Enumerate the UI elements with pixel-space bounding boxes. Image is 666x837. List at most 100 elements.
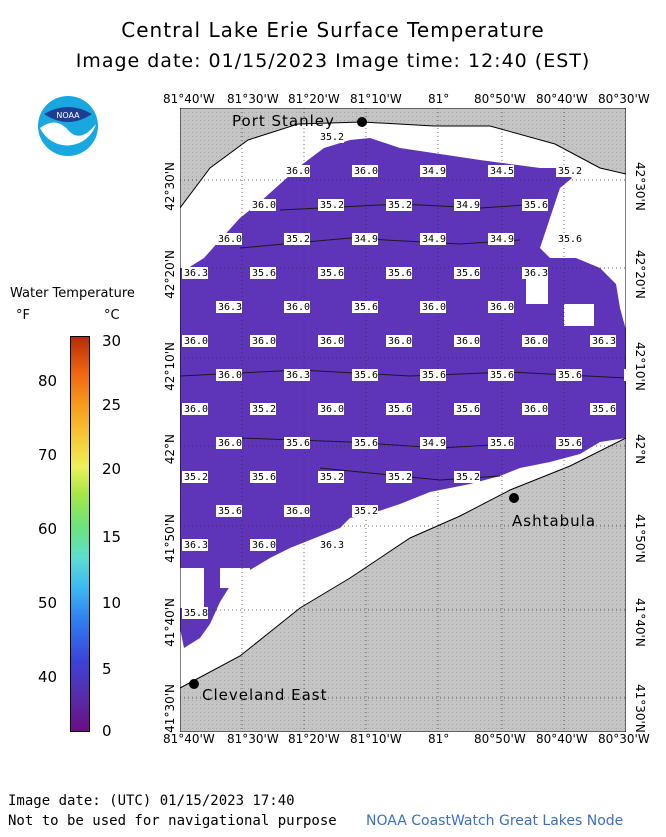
svg-text:36.0: 36.0 <box>320 404 344 415</box>
svg-text:34.9: 34.9 <box>490 234 514 245</box>
svg-text:36.0: 36.0 <box>286 506 310 517</box>
temperature-label: 34.5 <box>488 165 514 177</box>
svg-text:35.2: 35.2 <box>354 506 378 517</box>
svg-text:36.3: 36.3 <box>184 268 208 279</box>
temperature-label: 35.2 <box>318 471 344 483</box>
svg-text:36.0: 36.0 <box>524 404 548 415</box>
svg-text:35.6: 35.6 <box>422 370 446 381</box>
svg-text:35.6: 35.6 <box>388 404 412 415</box>
svg-text:36.0: 36.0 <box>184 336 208 347</box>
lat-label-left: 42°20'N <box>163 250 177 299</box>
svg-text:35.6: 35.6 <box>524 200 548 211</box>
temperature-label: 35.6 <box>556 437 582 449</box>
svg-text:35.2: 35.2 <box>456 472 480 483</box>
temperature-label: 35.6 <box>250 471 276 483</box>
graticule <box>180 108 626 732</box>
footer-credit: NOAA CoastWatch Great Lakes Node <box>366 813 624 829</box>
svg-text:36.0: 36.0 <box>218 370 242 381</box>
temperature-label: 36.0 <box>386 335 412 347</box>
svg-text:36.3: 36.3 <box>286 370 310 381</box>
f-tick: 40 <box>38 668 58 686</box>
svg-text:36.3: 36.3 <box>524 268 548 279</box>
lon-label-bottom: 80°50'W <box>474 732 526 746</box>
svg-text:35.6: 35.6 <box>456 268 480 279</box>
lat-label-right: 42°N <box>633 434 647 465</box>
c-tick: 15 <box>102 528 122 546</box>
temperature-label: 34.9 <box>420 165 446 177</box>
svg-text:34.9: 34.9 <box>456 200 480 211</box>
f-tick: 70 <box>38 446 58 464</box>
temperature-labels: 35.2 36.0 36.0 34.9 34.5 35.2 36.0 35.2 35.2 34.9… <box>182 131 626 619</box>
temperature-label: 36.0 <box>250 539 276 551</box>
lon-label-top: 81°30'W <box>227 92 279 106</box>
svg-text:35.6: 35.6 <box>490 370 514 381</box>
lat-label-right: 42°10'N <box>633 342 647 391</box>
svg-text:35.6: 35.6 <box>456 404 480 415</box>
temperature-label: 35.6 <box>590 403 616 415</box>
temperature-label: 36.3 <box>284 369 310 381</box>
temperature-label: 35.2 <box>182 471 208 483</box>
temperature-label: 35.2 <box>352 505 378 517</box>
temperature-label: 35.2 <box>284 233 310 245</box>
temperature-label: 36.0 <box>182 403 208 415</box>
lon-label-bottom: 81° <box>428 732 450 746</box>
city-port-stanley: Port Stanley <box>232 112 367 130</box>
temperature-label: 36.0 <box>352 165 378 177</box>
temperature-label: 36.0 <box>250 335 276 347</box>
svg-text:35.2: 35.2 <box>388 472 412 483</box>
c-tick: 20 <box>102 460 122 478</box>
lon-label-top: 81° <box>428 92 450 106</box>
svg-text:35.2: 35.2 <box>320 472 344 483</box>
temperature-label: 36.0 <box>216 369 242 381</box>
svg-text:36.0: 36.0 <box>252 336 276 347</box>
lon-label-bottom: 80°40'W <box>536 732 588 746</box>
temperature-label: 34.9 <box>488 233 514 245</box>
svg-text:36.0: 36.0 <box>422 302 446 313</box>
lake-temperature-map: 35.2 36.0 36.0 34.9 34.5 35.2 36.0 35.2 35.2 34.9… <box>180 108 626 732</box>
svg-text:36.0: 36.0 <box>354 166 378 177</box>
temperature-label: 35.6 <box>352 437 378 449</box>
svg-text:36.0: 36.0 <box>388 336 412 347</box>
temperature-label: 35.6 <box>386 267 412 279</box>
temperature-label: 35.2 <box>318 131 344 143</box>
temperature-label: 36.3 <box>182 267 208 279</box>
lon-label-bottom: 80°30'W <box>598 732 650 746</box>
svg-text:35.6: 35.6 <box>558 370 582 381</box>
c-tick: 25 <box>102 396 122 414</box>
unit-celsius: °C <box>104 308 120 323</box>
f-tick: 50 <box>38 594 58 612</box>
svg-text:36.3: 36.3 <box>218 302 242 313</box>
temperature-label: 35.2 <box>318 199 344 211</box>
lat-label-right: 41°30'N <box>633 684 647 733</box>
svg-text:36.0: 36.0 <box>184 404 208 415</box>
svg-text:35.2: 35.2 <box>558 166 582 177</box>
temperature-label: 35.6 <box>454 403 480 415</box>
svg-text:36.0: 36.0 <box>252 200 276 211</box>
temperature-label: 36.0 <box>624 369 626 381</box>
south-coastline <box>180 437 626 689</box>
color-scale-bar <box>70 336 90 732</box>
lon-label-top: 80°30'W <box>598 92 650 106</box>
svg-text:35.2: 35.2 <box>388 200 412 211</box>
temperature-label: 36.0 <box>488 301 514 313</box>
temperature-label: 35.2 <box>556 165 582 177</box>
city-label: Cleveland East <box>202 686 328 704</box>
temperature-label: 35.6 <box>488 437 514 449</box>
svg-text:34.9: 34.9 <box>422 166 446 177</box>
svg-text:34.5: 34.5 <box>490 166 514 177</box>
svg-text:35.6: 35.6 <box>286 438 310 449</box>
svg-text:34.9: 34.9 <box>422 234 446 245</box>
temperature-label: 36.0 <box>284 165 310 177</box>
svg-text:35.6: 35.6 <box>252 472 276 483</box>
svg-text:35.6: 35.6 <box>252 268 276 279</box>
svg-text:36.3: 36.3 <box>320 540 344 551</box>
lon-label-bottom: 81°40'W <box>163 732 215 746</box>
map-title: Central Lake Erie Surface Temperature <box>121 18 545 42</box>
temperature-label: 36.0 <box>420 301 446 313</box>
svg-text:35.6: 35.6 <box>354 370 378 381</box>
svg-text:35.6: 35.6 <box>320 268 344 279</box>
lat-label-left: 42°N <box>163 434 177 465</box>
temperature-label: 35.6 <box>352 301 378 313</box>
svg-text:35.2: 35.2 <box>320 200 344 211</box>
land-north-shore <box>180 108 626 208</box>
